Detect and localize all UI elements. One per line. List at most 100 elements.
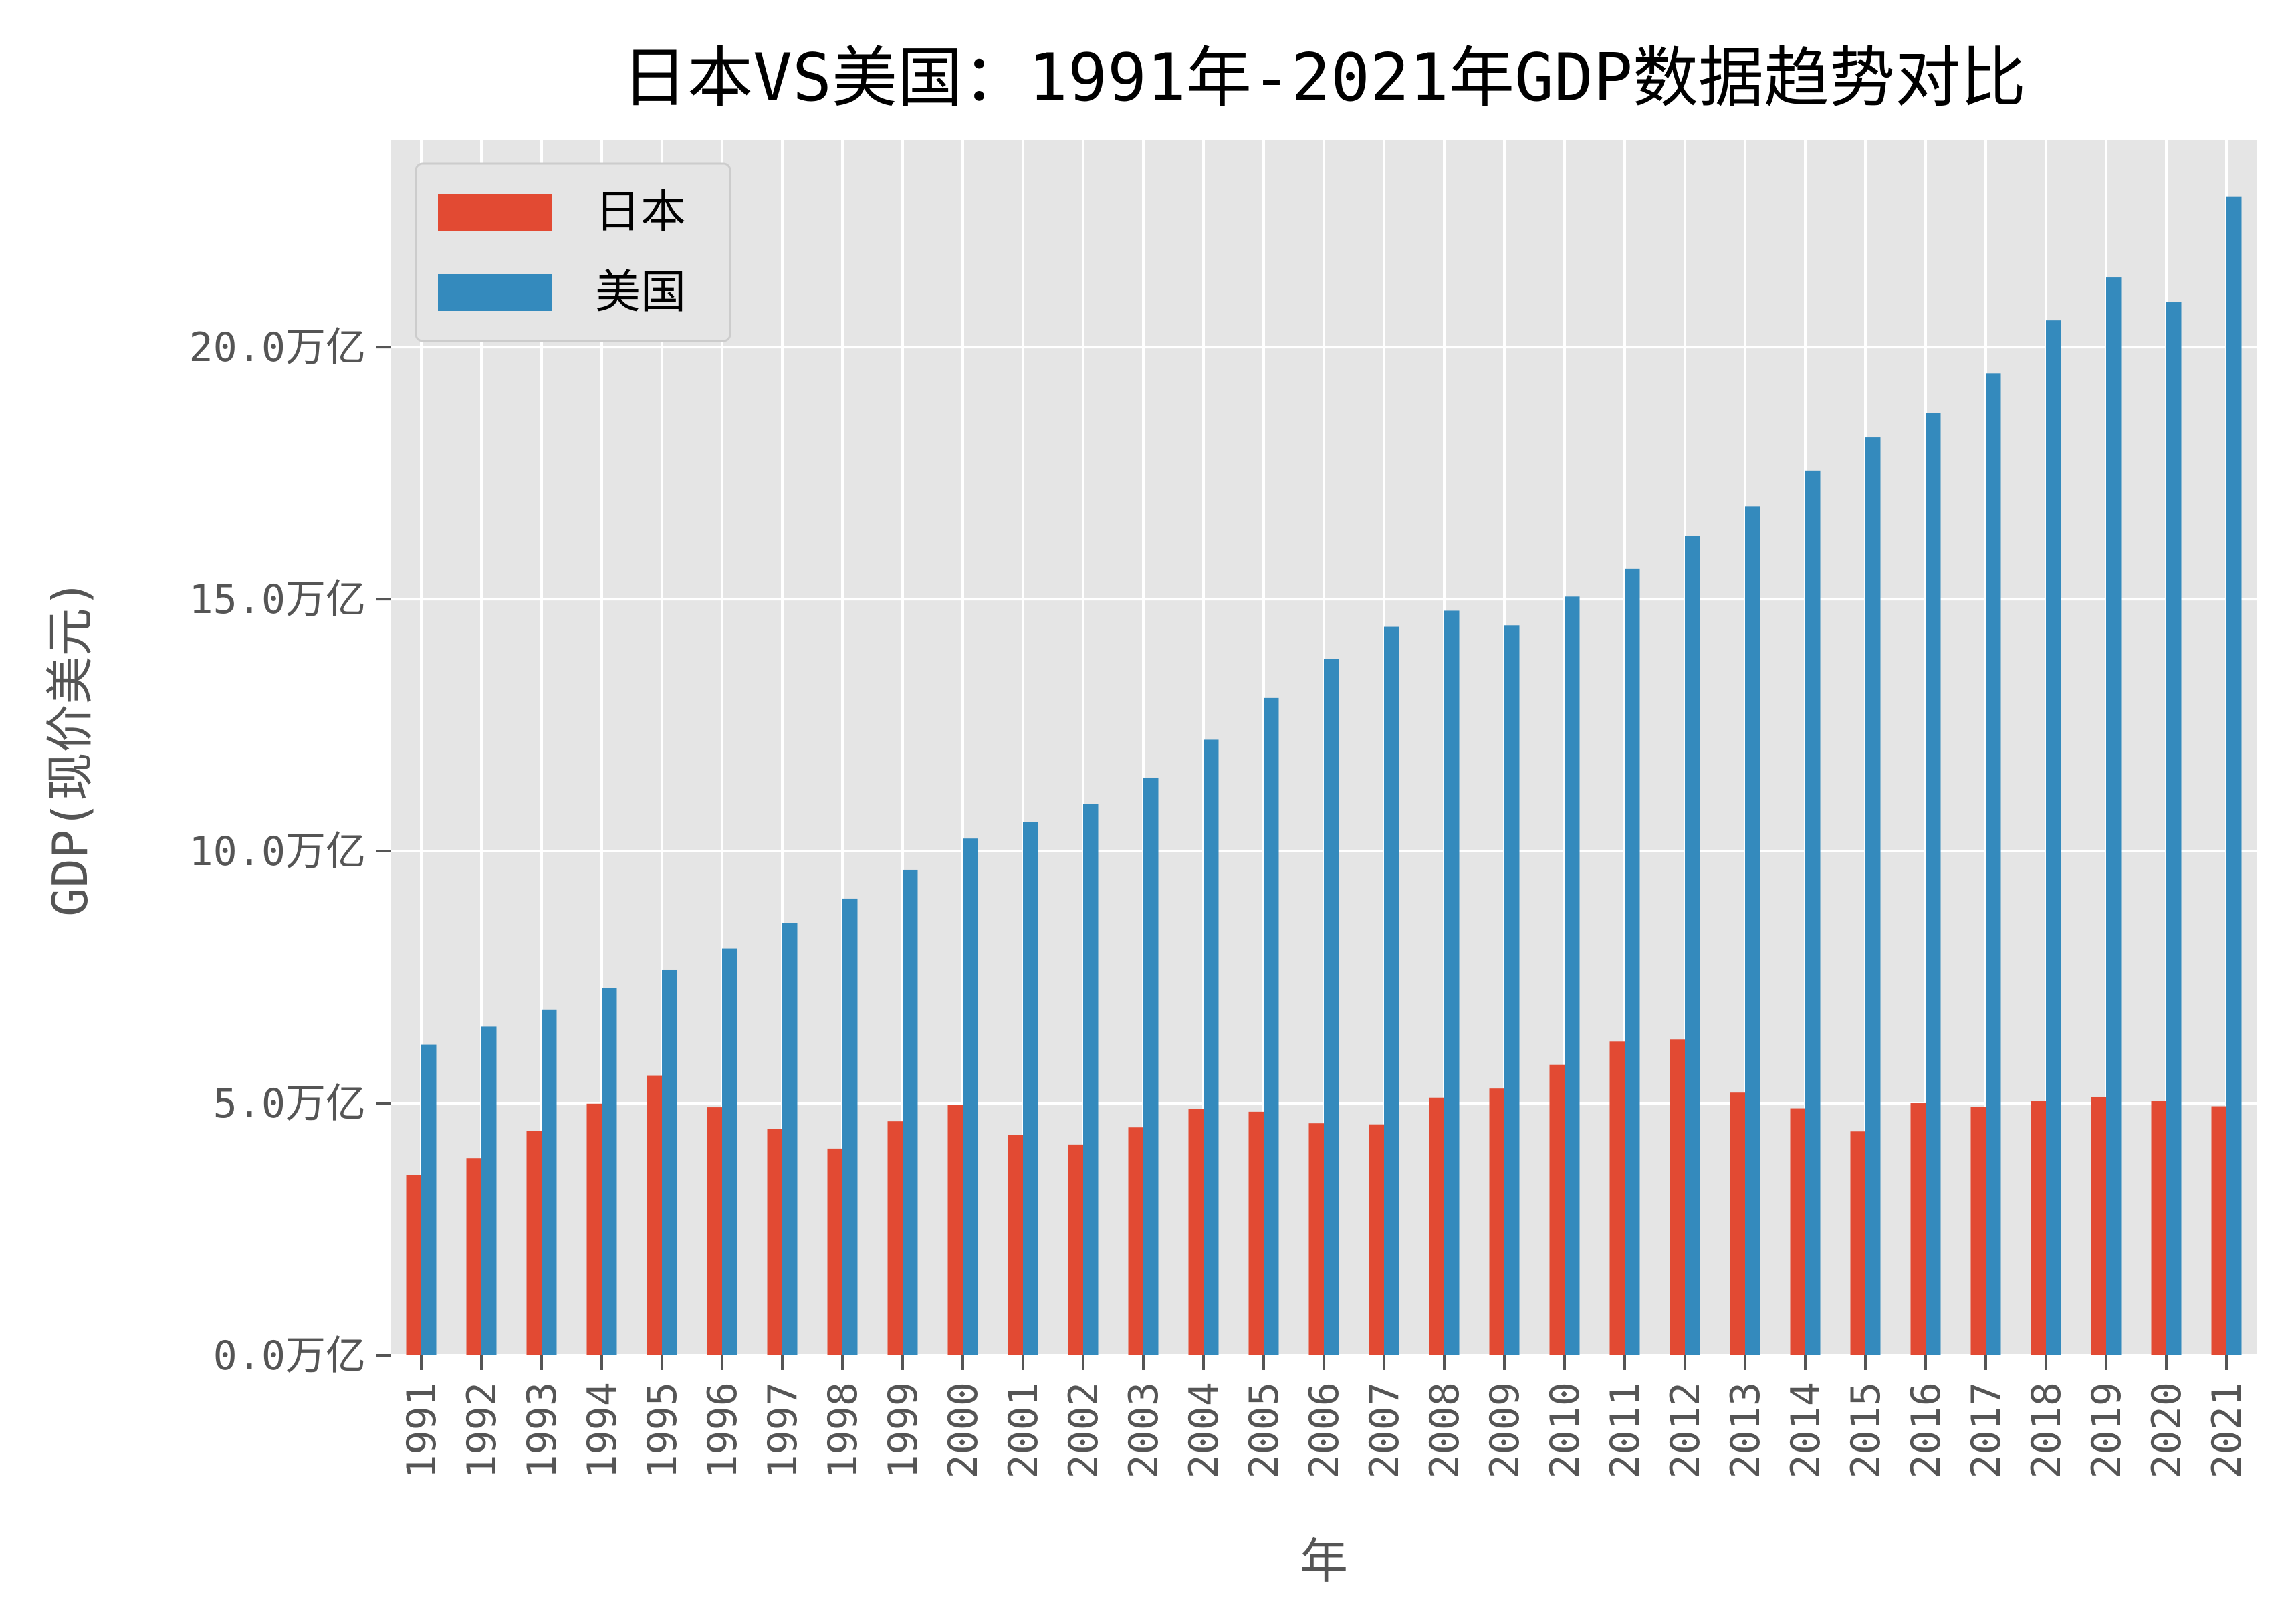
x-tick-label: 2011 xyxy=(1602,1382,1649,1479)
x-tick-label: 2020 xyxy=(2144,1382,2190,1479)
x-tick-label: 1992 xyxy=(459,1382,505,1479)
y-tick-label: 15.0万亿 xyxy=(189,576,366,623)
x-tick-label: 2016 xyxy=(1903,1382,1950,1479)
y-tick-label: 0.0万亿 xyxy=(213,1332,366,1379)
bar-usa-2001 xyxy=(1023,822,1038,1355)
bar-japan-2009 xyxy=(1489,1088,1504,1355)
x-tick-label: 2007 xyxy=(1361,1382,1408,1479)
bar-japan-2013 xyxy=(1730,1092,1745,1355)
x-tick-label: 1995 xyxy=(639,1382,686,1479)
bar-japan-2004 xyxy=(1188,1109,1204,1355)
y-tick-label: 10.0万亿 xyxy=(189,828,366,875)
bar-japan-1996 xyxy=(707,1107,722,1355)
bar-usa-2000 xyxy=(963,838,978,1355)
bar-usa-2020 xyxy=(2166,302,2182,1355)
x-tick-label: 2014 xyxy=(1783,1382,1829,1479)
legend-swatch-usa xyxy=(438,274,552,311)
x-tick-label: 2021 xyxy=(2204,1382,2251,1479)
x-tick-label: 1999 xyxy=(880,1382,927,1479)
bar-usa-2004 xyxy=(1204,739,1219,1355)
bar-japan-2019 xyxy=(2091,1096,2106,1355)
x-tick-label: 1997 xyxy=(760,1382,806,1479)
bar-japan-1993 xyxy=(526,1131,542,1355)
bar-japan-2011 xyxy=(1609,1041,1625,1355)
x-tick-label: 2008 xyxy=(1421,1382,1468,1479)
legend: 日本 美国 xyxy=(415,162,731,342)
x-tick-label: 1993 xyxy=(519,1382,566,1479)
x-tick-label: 2009 xyxy=(1482,1382,1528,1479)
bar-usa-2007 xyxy=(1384,626,1399,1355)
bar-japan-2020 xyxy=(2151,1101,2166,1355)
bar-japan-2003 xyxy=(1128,1127,1143,1355)
bar-japan-2006 xyxy=(1308,1123,1324,1355)
x-tick-label: 2017 xyxy=(1963,1382,2010,1479)
bar-usa-1994 xyxy=(602,988,617,1355)
legend-label-japan: 日本 xyxy=(595,186,686,239)
legend-swatch-japan xyxy=(438,194,552,231)
x-tick-label: 2010 xyxy=(1542,1382,1589,1479)
bar-usa-1993 xyxy=(542,1009,557,1355)
x-tick-label: 2002 xyxy=(1060,1382,1107,1479)
bar-japan-2012 xyxy=(1670,1039,1685,1355)
bar-usa-1991 xyxy=(421,1044,437,1355)
x-tick-label: 2005 xyxy=(1241,1382,1288,1479)
x-tick-label: 2013 xyxy=(1722,1382,1769,1479)
bar-japan-1998 xyxy=(827,1148,842,1355)
bar-usa-2003 xyxy=(1143,777,1159,1355)
bar-japan-2001 xyxy=(1008,1135,1023,1355)
bar-usa-2009 xyxy=(1504,625,1520,1355)
x-tick-label: 2000 xyxy=(940,1382,987,1479)
bar-usa-1999 xyxy=(903,869,918,1355)
bar-japan-2005 xyxy=(1248,1111,1264,1355)
y-axis-label: GDP(现价美元) xyxy=(42,579,98,917)
bar-japan-2007 xyxy=(1369,1124,1384,1355)
bar-usa-1995 xyxy=(662,969,677,1355)
legend-label-usa: 美国 xyxy=(595,266,686,319)
bar-japan-1997 xyxy=(767,1129,782,1355)
x-tick-label: 1994 xyxy=(579,1382,626,1479)
bar-japan-2021 xyxy=(2211,1106,2226,1355)
chart-title: 日本VS美国：1991年-2021年GDP数据趋势对比 xyxy=(622,40,2026,116)
bar-usa-1996 xyxy=(722,948,737,1355)
y-tick-label: 5.0万亿 xyxy=(213,1080,366,1127)
bar-usa-2021 xyxy=(2226,196,2242,1356)
x-tick-label: 2006 xyxy=(1301,1382,1348,1479)
bar-usa-2012 xyxy=(1685,536,1700,1355)
x-tick-label: 2018 xyxy=(2023,1382,2070,1479)
bar-usa-2019 xyxy=(2106,277,2122,1355)
x-tick-label: 2012 xyxy=(1662,1382,1709,1479)
x-tick-label: 1991 xyxy=(398,1382,445,1479)
bar-usa-2014 xyxy=(1805,470,1821,1355)
bar-usa-2006 xyxy=(1324,659,1339,1356)
bar-usa-1998 xyxy=(842,898,858,1355)
bar-usa-1992 xyxy=(481,1026,497,1355)
bar-japan-2002 xyxy=(1068,1144,1083,1355)
x-tick-label: 2001 xyxy=(1000,1382,1047,1479)
bar-japan-1999 xyxy=(887,1121,903,1355)
x-tick-label: 1998 xyxy=(820,1382,867,1479)
bar-japan-2015 xyxy=(1850,1131,1865,1355)
bar-japan-2008 xyxy=(1429,1097,1444,1355)
x-tick-label: 2003 xyxy=(1121,1382,1167,1479)
bar-usa-1997 xyxy=(782,923,798,1355)
bar-japan-2010 xyxy=(1549,1064,1565,1355)
x-tick-label: 1996 xyxy=(699,1382,746,1479)
y-tick-label: 20.0万亿 xyxy=(189,324,366,371)
x-axis-label: 年 xyxy=(1300,1533,1348,1589)
x-axis: 1991 1992 1993 1994 1995 1996 1997 1998 1999 2000… xyxy=(398,1355,2251,1479)
bar-japan-2018 xyxy=(2031,1101,2046,1355)
bar-usa-2018 xyxy=(2046,320,2061,1356)
bar-japan-1995 xyxy=(647,1075,662,1355)
bar-usa-2010 xyxy=(1565,596,1580,1356)
bar-usa-2005 xyxy=(1264,697,1279,1355)
bar-japan-2016 xyxy=(1910,1103,1926,1355)
bar-japan-1991 xyxy=(406,1175,421,1355)
bar-japan-1992 xyxy=(466,1158,481,1355)
bar-japan-2017 xyxy=(1970,1107,1986,1355)
x-tick-label: 2019 xyxy=(2083,1382,2130,1479)
bar-usa-2017 xyxy=(1986,373,2001,1355)
bar-usa-2002 xyxy=(1083,804,1099,1355)
bar-usa-2008 xyxy=(1444,610,1460,1356)
